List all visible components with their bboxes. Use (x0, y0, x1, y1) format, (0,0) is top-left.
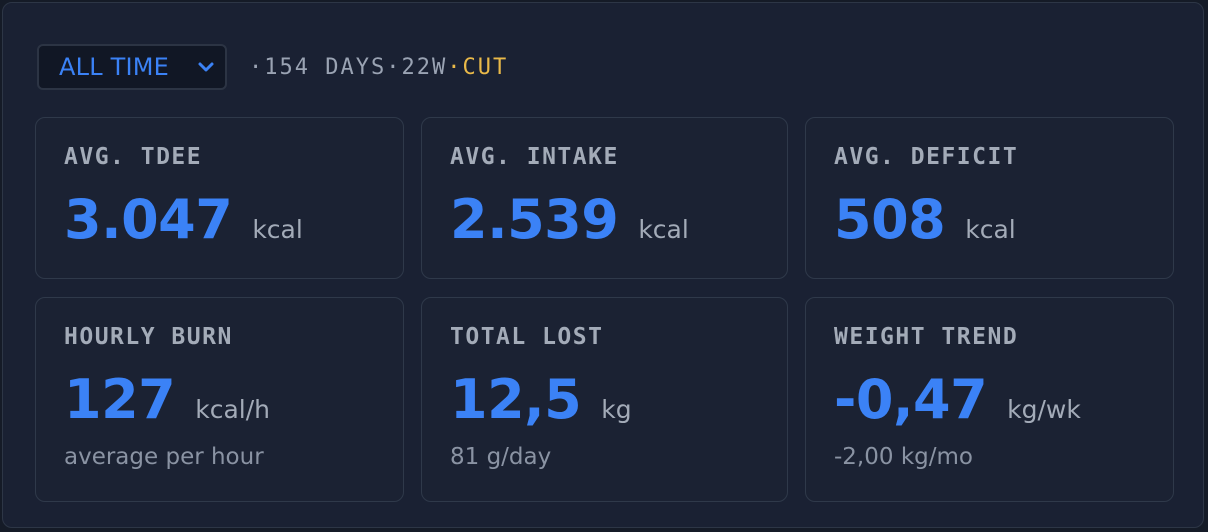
time-range-value: ALL TIME (59, 53, 169, 81)
stat-value-row: 508 kcal (834, 188, 1016, 251)
stat-value: 3.047 (64, 188, 233, 251)
stat-unit: kcal (965, 215, 1016, 244)
days-count: 154 DAYS (264, 54, 387, 80)
stat-card-avg-tdee: AVG. TDEE 3.047 kcal (35, 117, 404, 279)
stat-value-row: 127 kcal/h (64, 368, 270, 431)
stat-label: TOTAL LOST (450, 324, 604, 350)
stat-subtext: -2,00 kg/mo (834, 444, 973, 470)
stat-unit: kcal (638, 215, 689, 244)
stat-label: WEIGHT TREND (834, 324, 1019, 350)
stat-card-avg-deficit: AVG. DEFICIT 508 kcal (805, 117, 1174, 279)
stat-value-row: 2.539 kcal (450, 188, 689, 251)
time-range-select[interactable]: ALL TIME (37, 44, 227, 90)
stats-header: ALL TIME · 154 DAYS · 22W · CUT (37, 44, 508, 90)
period-summary: · 154 DAYS · 22W · CUT (249, 55, 508, 80)
stat-value: 127 (64, 368, 176, 431)
separator-dot: · (249, 54, 265, 80)
stat-card-total-lost: TOTAL LOST 12,5 kg 81 g/day (421, 297, 788, 502)
stat-unit: kcal (252, 215, 303, 244)
stat-value: -0,47 (834, 368, 988, 431)
stat-value-row: -0,47 kg/wk (834, 368, 1081, 431)
chevron-down-icon (197, 58, 215, 76)
stat-unit: kg/wk (1007, 395, 1081, 424)
separator-dot: · (447, 54, 463, 80)
separator-dot: · (386, 54, 402, 80)
stat-label: HOURLY BURN (64, 324, 233, 350)
stat-value-row: 3.047 kcal (64, 188, 303, 251)
stat-card-hourly-burn: HOURLY BURN 127 kcal/h average per hour (35, 297, 404, 502)
stat-label: AVG. DEFICIT (834, 144, 1019, 170)
stat-subtext: 81 g/day (450, 444, 552, 470)
stat-unit: kcal/h (195, 395, 270, 424)
stat-value: 508 (834, 188, 946, 251)
weeks-count: 22W (401, 54, 448, 80)
stat-label: AVG. INTAKE (450, 144, 619, 170)
stat-label: AVG. TDEE (64, 144, 203, 170)
stat-card-avg-intake: AVG. INTAKE 2.539 kcal (421, 117, 788, 279)
stat-unit: kg (601, 395, 632, 424)
stat-value: 12,5 (450, 368, 582, 431)
stat-value-row: 12,5 kg (450, 368, 632, 431)
stat-card-weight-trend: WEIGHT TREND -0,47 kg/wk -2,00 kg/mo (805, 297, 1174, 502)
stat-subtext: average per hour (64, 444, 264, 470)
phase-badge: CUT (462, 54, 509, 80)
stat-value: 2.539 (450, 188, 619, 251)
